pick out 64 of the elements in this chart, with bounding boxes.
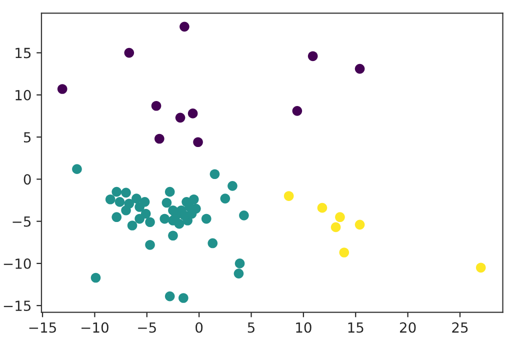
point (121, 205, 131, 216)
point (124, 48, 134, 58)
point (184, 202, 195, 212)
y-tick-label: 10 (16, 90, 31, 100)
y-tick-label: −10 (4, 258, 31, 269)
x-tick-label: −10 (82, 322, 108, 333)
point (201, 214, 212, 224)
point (114, 197, 125, 207)
point (145, 217, 155, 228)
x-tick-label: 15 (348, 322, 364, 333)
point (168, 230, 178, 241)
point (180, 22, 190, 32)
x-tick-label: 0 (196, 322, 203, 333)
y-tick-label: −15 (4, 300, 31, 312)
point (354, 64, 365, 74)
x-tick-label: 5 (248, 322, 254, 333)
point (57, 84, 68, 94)
point (90, 272, 101, 283)
point (134, 214, 144, 224)
point (188, 108, 198, 118)
point (284, 191, 294, 201)
x-tick-label: −5 (138, 322, 156, 333)
point (193, 137, 203, 148)
point (145, 240, 155, 250)
point (339, 248, 350, 258)
point (175, 112, 186, 123)
point (208, 238, 218, 248)
point (164, 186, 175, 197)
point (162, 198, 172, 208)
point (239, 210, 249, 220)
point (121, 188, 131, 198)
x-tick-label: 25 (452, 322, 468, 333)
point (168, 205, 178, 216)
point (308, 51, 318, 62)
point (72, 164, 82, 174)
y-tick-label: 15 (16, 48, 31, 58)
point (178, 293, 188, 303)
point (127, 220, 138, 230)
y-tick-label: 0 (24, 174, 31, 185)
point (234, 258, 245, 268)
point (476, 262, 486, 273)
point (105, 194, 116, 204)
point (317, 202, 328, 213)
point (164, 291, 175, 302)
point (160, 214, 170, 224)
y-tick-label: 5 (24, 132, 31, 143)
point (154, 134, 164, 144)
point (134, 202, 144, 212)
point (174, 218, 184, 229)
point (330, 222, 341, 232)
point (112, 212, 122, 222)
point (220, 194, 230, 204)
x-tick-label: 10 (296, 322, 312, 333)
point (132, 194, 142, 204)
point (354, 220, 365, 230)
point (335, 212, 345, 222)
x-tick-label: 20 (400, 322, 416, 333)
point (228, 181, 238, 191)
y-tick-label: −5 (12, 216, 31, 227)
point (210, 169, 220, 180)
point (151, 100, 162, 111)
point (292, 106, 302, 116)
point (112, 186, 122, 197)
point (234, 268, 244, 278)
